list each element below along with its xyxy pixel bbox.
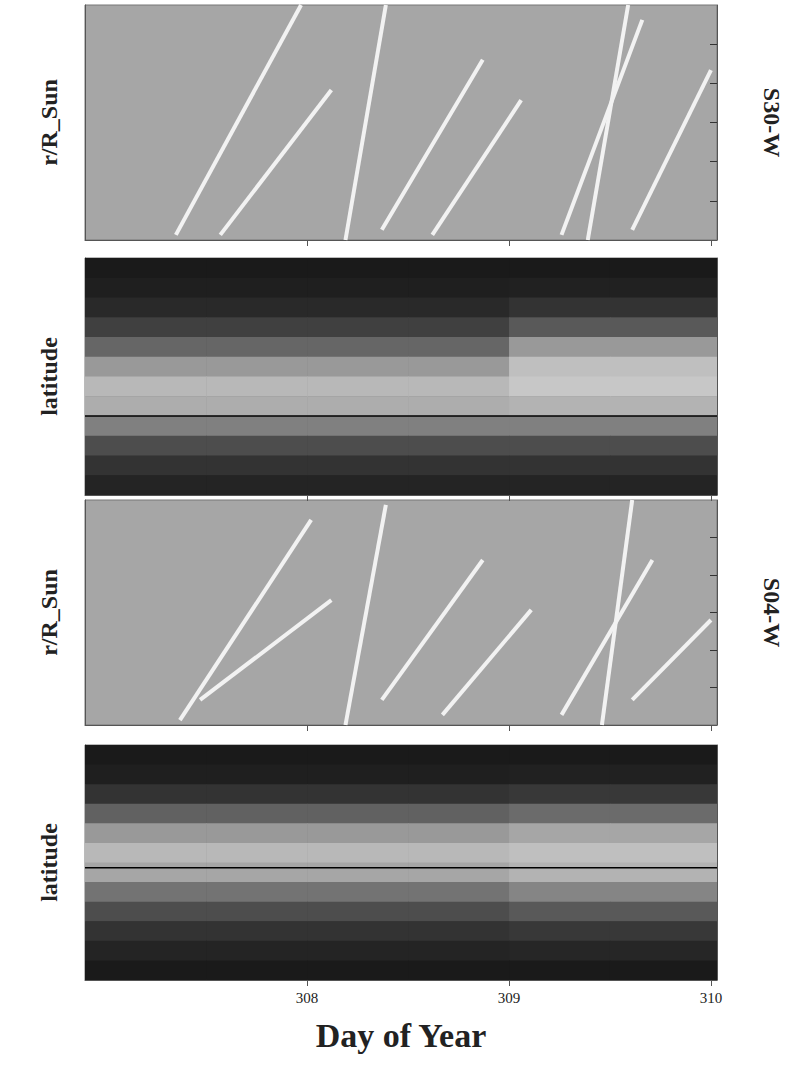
svg-text:latitude: latitude [36,823,62,902]
svg-text:Day of Year: Day of Year [316,1017,487,1054]
svg-text:S30-W: S30-W [759,88,785,157]
svg-text:310: 310 [700,990,723,1006]
svg-text:309: 309 [498,990,521,1006]
svg-text:308: 308 [296,990,319,1006]
svg-text:r/R_Sun: r/R_Sun [36,79,62,166]
svg-text:S04-W: S04-W [759,578,785,647]
svg-text:r/R_Sun: r/R_Sun [36,569,62,656]
svg-text:latitude: latitude [36,337,62,416]
